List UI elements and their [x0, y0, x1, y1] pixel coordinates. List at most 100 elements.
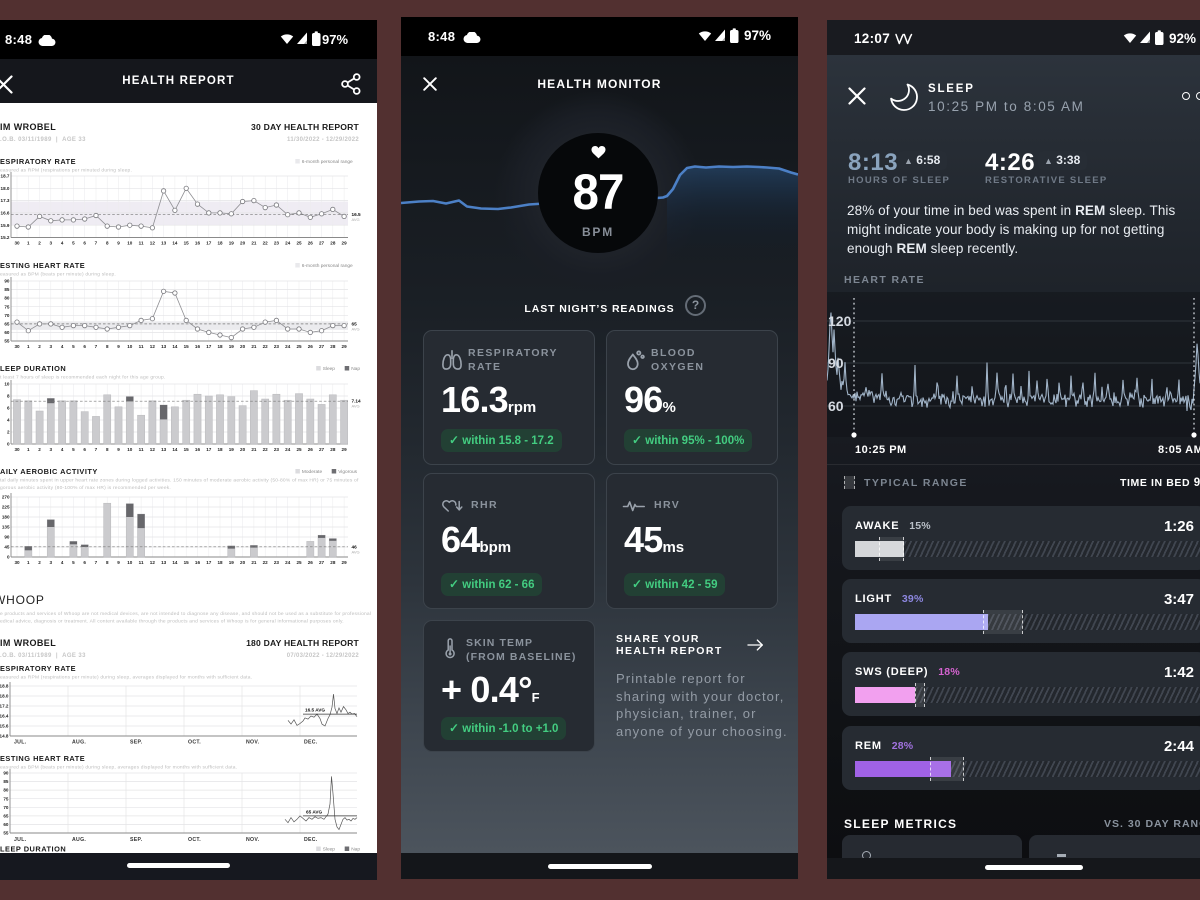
svg-text:30 DAY HEALTH REPORT: 30 DAY HEALTH REPORT	[251, 122, 359, 132]
svg-text:21: 21	[251, 447, 257, 452]
svg-text:1: 1	[27, 241, 30, 246]
svg-text:28: 28	[330, 344, 336, 349]
svg-text:17: 17	[206, 447, 212, 452]
svg-text:23: 23	[274, 447, 280, 452]
svg-text:LEEP DURATION: LEEP DURATION	[0, 845, 66, 854]
svg-text:14: 14	[172, 241, 178, 246]
svg-text:80: 80	[3, 788, 9, 793]
svg-text:10: 10	[127, 560, 133, 565]
svg-text:25: 25	[296, 560, 302, 565]
svg-text:10: 10	[127, 447, 133, 452]
svg-text:15: 15	[184, 560, 190, 565]
svg-text:2: 2	[38, 560, 41, 565]
svg-text:1: 1	[27, 344, 30, 349]
svg-text:20: 20	[240, 344, 246, 349]
svg-text:23: 23	[274, 241, 280, 246]
svg-text:45: 45	[4, 545, 10, 550]
svg-text:4: 4	[61, 241, 64, 246]
svg-text:4: 4	[7, 418, 10, 423]
svg-text:46: 46	[352, 544, 358, 549]
svg-text:6-month personal range: 6-month personal range	[302, 263, 353, 269]
svg-text:20: 20	[240, 560, 246, 565]
svg-text:17: 17	[206, 344, 212, 349]
svg-text:4: 4	[61, 560, 64, 565]
svg-text:65: 65	[3, 813, 9, 818]
svg-text:12: 12	[150, 447, 156, 452]
svg-text:6: 6	[83, 447, 86, 452]
svg-text:9: 9	[117, 447, 120, 452]
svg-text:6-month personal range: 6-month personal range	[302, 159, 353, 165]
svg-text:16.4: 16.4	[0, 714, 9, 719]
svg-text:Sleep: Sleep	[323, 847, 336, 853]
svg-text:NOV.: NOV.	[246, 740, 260, 746]
svg-text:12: 12	[150, 560, 156, 565]
svg-text:2: 2	[7, 430, 10, 435]
svg-text:19: 19	[229, 560, 235, 565]
svg-text:ESTING HEART RATE: ESTING HEART RATE	[0, 754, 85, 763]
svg-text:OCT.: OCT.	[188, 837, 201, 843]
svg-text:135: 135	[2, 525, 10, 530]
svg-text:DEC.: DEC.	[304, 837, 318, 843]
svg-text:19: 19	[229, 447, 235, 452]
svg-text:29: 29	[342, 447, 348, 452]
svg-text:4: 4	[61, 344, 64, 349]
svg-text:LEEP DURATION: LEEP DURATION	[0, 364, 66, 373]
svg-text:27: 27	[319, 447, 325, 452]
svg-text:ESTING HEART RATE: ESTING HEART RATE	[0, 261, 85, 270]
svg-text:60: 60	[3, 822, 9, 827]
svg-text:24: 24	[285, 560, 291, 565]
svg-text:0: 0	[7, 442, 10, 447]
svg-text:JUL.: JUL.	[14, 740, 27, 746]
svg-text:15.6: 15.6	[0, 724, 9, 729]
svg-text:5: 5	[72, 447, 75, 452]
svg-text:8: 8	[106, 447, 109, 452]
svg-text:3: 3	[50, 241, 53, 246]
svg-text:27: 27	[319, 560, 325, 565]
svg-text:14: 14	[172, 344, 178, 349]
svg-text:3: 3	[50, 560, 53, 565]
svg-text:16: 16	[195, 447, 201, 452]
svg-text:5: 5	[72, 560, 75, 565]
svg-text:24: 24	[285, 344, 291, 349]
svg-text:6: 6	[83, 241, 86, 246]
svg-text:26: 26	[308, 447, 314, 452]
svg-text:60: 60	[4, 330, 10, 335]
svg-text:29: 29	[342, 344, 348, 349]
svg-text:28: 28	[330, 560, 336, 565]
svg-text:1: 1	[27, 447, 30, 452]
svg-text:16: 16	[195, 560, 201, 565]
svg-text:30: 30	[14, 560, 20, 565]
svg-text:5: 5	[72, 241, 75, 246]
svg-text:26: 26	[308, 241, 314, 246]
svg-text:14: 14	[172, 560, 178, 565]
svg-text:16: 16	[195, 241, 201, 246]
svg-text:AVG: AVG	[352, 326, 360, 331]
svg-text:90: 90	[3, 771, 9, 776]
svg-text:90: 90	[4, 535, 10, 540]
svg-text:IM WROBEL: IM WROBEL	[0, 122, 56, 132]
svg-text:5: 5	[72, 344, 75, 349]
svg-text:AVG: AVG	[352, 549, 360, 554]
svg-text:18: 18	[217, 560, 223, 565]
svg-text:75: 75	[4, 304, 10, 309]
svg-text:8: 8	[106, 560, 109, 565]
svg-text:25: 25	[296, 344, 302, 349]
svg-text:11: 11	[139, 447, 144, 452]
svg-text:gorous aerobic activity (80-10: gorous aerobic activity (80-100% of max …	[0, 485, 171, 491]
svg-text:16: 16	[195, 344, 201, 349]
svg-text:e products and services of Who: e products and services of Whoop are not…	[0, 611, 371, 617]
svg-text:17: 17	[206, 241, 212, 246]
svg-text:4: 4	[61, 447, 64, 452]
svg-text:WHOOP: WHOOP	[0, 593, 45, 607]
svg-text:90: 90	[828, 355, 844, 371]
svg-text:29: 29	[342, 241, 348, 246]
svg-text:90: 90	[4, 279, 10, 284]
svg-text:8: 8	[7, 394, 10, 399]
svg-text:7: 7	[95, 447, 98, 452]
svg-text:.O.B. 03/11/1989 | AGE 33: .O.B. 03/11/1989 | AGE 33	[0, 137, 86, 143]
svg-text:225: 225	[2, 505, 10, 510]
svg-text:18.7: 18.7	[1, 174, 10, 179]
svg-text:22: 22	[263, 560, 269, 565]
svg-text:30: 30	[14, 241, 20, 246]
svg-text:3: 3	[50, 344, 53, 349]
